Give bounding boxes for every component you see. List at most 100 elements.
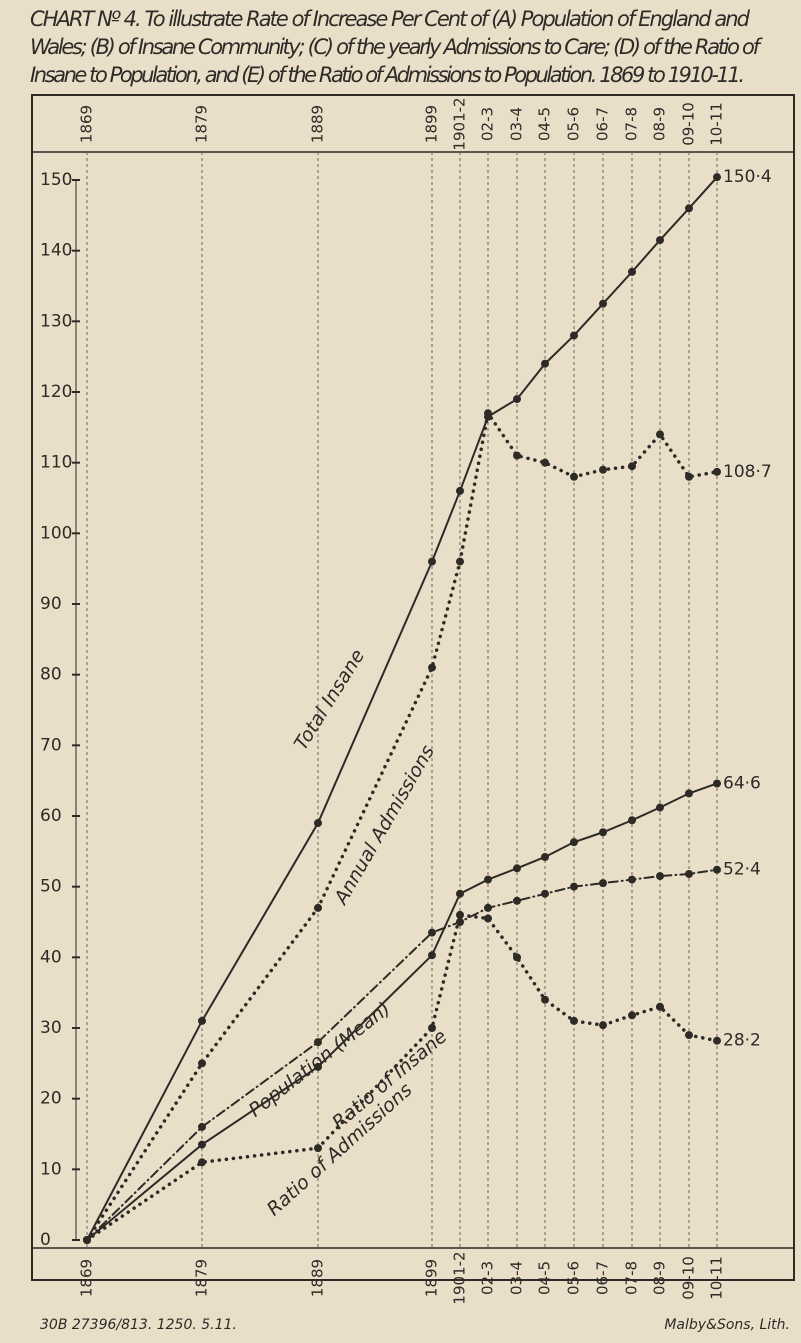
y-tick-label: 150 — [40, 170, 72, 190]
point — [456, 557, 464, 566]
point — [513, 864, 521, 873]
y-tick-label: 50 — [40, 877, 62, 897]
point — [685, 1031, 693, 1040]
x-tick-label-top: 04-5 — [536, 107, 554, 141]
point — [198, 1158, 206, 1167]
point — [628, 1011, 636, 1020]
point — [599, 879, 607, 888]
x-tick-label-top: 02-3 — [479, 107, 497, 141]
x-tick-label: 1889 — [309, 1259, 327, 1297]
point — [513, 896, 521, 905]
x-tick-label-top: 10-11 — [708, 102, 726, 146]
series-line — [86, 868, 718, 1241]
point — [484, 903, 492, 912]
point — [541, 995, 549, 1004]
series-line — [85, 913, 719, 1242]
y-tick-label: 90 — [40, 594, 62, 614]
point — [685, 789, 693, 798]
x-tick-label-top: 07-8 — [623, 107, 641, 141]
x-tick-label-top: 05-6 — [565, 107, 583, 141]
point — [656, 236, 664, 245]
point — [570, 882, 578, 891]
y-tick-label: 10 — [40, 1159, 62, 1179]
point — [713, 779, 721, 788]
footer-right: Malby&Sons, Lith. — [664, 1317, 790, 1333]
series-line — [85, 408, 719, 1242]
point — [314, 819, 322, 828]
value-label: 150·4 — [723, 167, 772, 187]
point — [83, 1236, 91, 1244]
value-label: 28·2 — [723, 1031, 761, 1051]
y-tick-label: 120 — [40, 382, 72, 402]
point — [685, 869, 693, 878]
point — [628, 267, 636, 276]
point — [656, 430, 664, 439]
point — [628, 462, 636, 471]
x-tick-label: 07-8 — [623, 1261, 641, 1295]
point — [428, 951, 436, 960]
point — [484, 409, 492, 418]
point — [428, 663, 436, 672]
x-tick-label-top: 1899 — [423, 105, 441, 143]
point — [513, 451, 521, 460]
y-tick-label: 30 — [40, 1018, 62, 1038]
point — [513, 395, 521, 404]
y-tick-label: 40 — [40, 947, 62, 967]
x-tick-label: 03-4 — [508, 1261, 526, 1295]
point — [314, 903, 322, 912]
y-tick-label: 80 — [40, 665, 62, 685]
value-label: 108·7 — [723, 462, 772, 482]
point — [685, 472, 693, 481]
x-tick-label-top: 1879 — [193, 105, 211, 143]
title-line: CHART Nº 4. To illustrate Rate of Increa… — [30, 7, 751, 31]
x-tick-label-top: 08-9 — [651, 107, 669, 141]
x-tick-label: 06-7 — [594, 1261, 612, 1295]
point — [713, 865, 721, 874]
point — [713, 467, 721, 476]
point — [685, 204, 693, 213]
point — [513, 953, 521, 962]
point — [713, 1036, 721, 1045]
x-tick-label: 1899 — [423, 1259, 441, 1297]
point — [570, 331, 578, 340]
point — [570, 1016, 578, 1025]
point — [428, 928, 436, 937]
y-tick-label: 70 — [40, 735, 62, 755]
x-tick-label-top: 03-4 — [508, 107, 526, 141]
y-tick-label: 140 — [40, 241, 72, 261]
value-label: 64·6 — [723, 773, 761, 793]
point — [599, 1021, 607, 1030]
point — [198, 1122, 206, 1131]
point — [428, 1024, 436, 1032]
y-tick-label: 0 — [40, 1230, 51, 1250]
point — [198, 1016, 206, 1025]
point — [541, 359, 549, 368]
point — [314, 1062, 322, 1071]
point — [198, 1059, 206, 1068]
title-line: Wales; (B) of Insane Community; (C) of t… — [30, 35, 764, 59]
title-line: Insane to Population, and (E) of the Rat… — [30, 63, 745, 87]
x-tick-label: 1869 — [78, 1259, 96, 1297]
frame — [31, 94, 795, 1281]
point — [456, 486, 464, 495]
point — [541, 889, 549, 898]
point — [456, 889, 464, 898]
point — [541, 458, 549, 467]
point — [599, 465, 607, 474]
y-tick-label: 100 — [40, 523, 72, 543]
y-tick-label: 110 — [40, 453, 72, 473]
point — [484, 914, 492, 923]
x-tick-label-top: 1869 — [78, 105, 96, 143]
point — [541, 852, 549, 861]
point — [599, 828, 607, 837]
x-tick-label: 10-11 — [708, 1256, 726, 1300]
series-line — [86, 782, 718, 1241]
x-tick-label-top: 06-7 — [594, 107, 612, 141]
value-label: 52·4 — [723, 860, 761, 880]
x-tick-label-top: 1889 — [309, 105, 327, 143]
point — [713, 173, 721, 182]
point — [570, 472, 578, 481]
point — [314, 1038, 322, 1047]
